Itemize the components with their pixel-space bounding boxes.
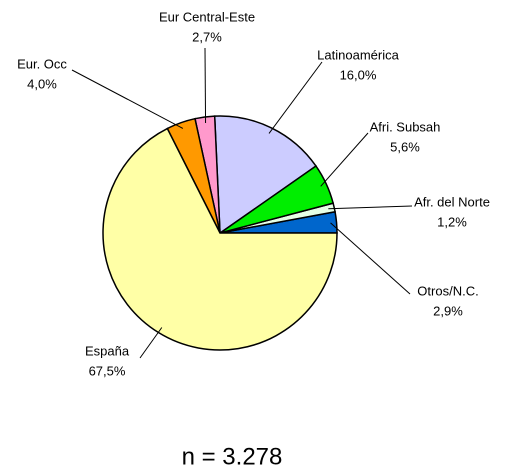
leader-line bbox=[328, 205, 413, 210]
slice-label: Latinoamérica bbox=[317, 47, 399, 62]
leader-line bbox=[320, 132, 369, 187]
slice-label: Otros/N.C. bbox=[417, 283, 478, 298]
leader-line bbox=[268, 61, 323, 134]
slice-value: 67,5% bbox=[89, 363, 126, 378]
slice-value: 4,0% bbox=[27, 76, 57, 91]
slice-label: Eur Central-Este bbox=[159, 9, 255, 24]
sample-size: n = 3.278 bbox=[182, 443, 283, 470]
slice-label: Afri. Subsah bbox=[370, 119, 441, 134]
pie-slice bbox=[213, 115, 317, 235]
slice-value: 2,9% bbox=[433, 303, 463, 318]
slice-value: 5,6% bbox=[390, 139, 420, 154]
leader-line bbox=[71, 69, 184, 129]
slice-value: 1,2% bbox=[437, 214, 467, 229]
leader-line bbox=[204, 47, 207, 123]
slice-label: Eur. Occ bbox=[17, 56, 67, 71]
leader-line bbox=[139, 327, 163, 359]
slice-value: 2,7% bbox=[192, 29, 222, 44]
slice-label: Afr. del Norte bbox=[414, 194, 490, 209]
leader-line bbox=[330, 222, 411, 295]
slice-label: España bbox=[85, 343, 130, 358]
slice-value: 16,0% bbox=[340, 67, 377, 82]
